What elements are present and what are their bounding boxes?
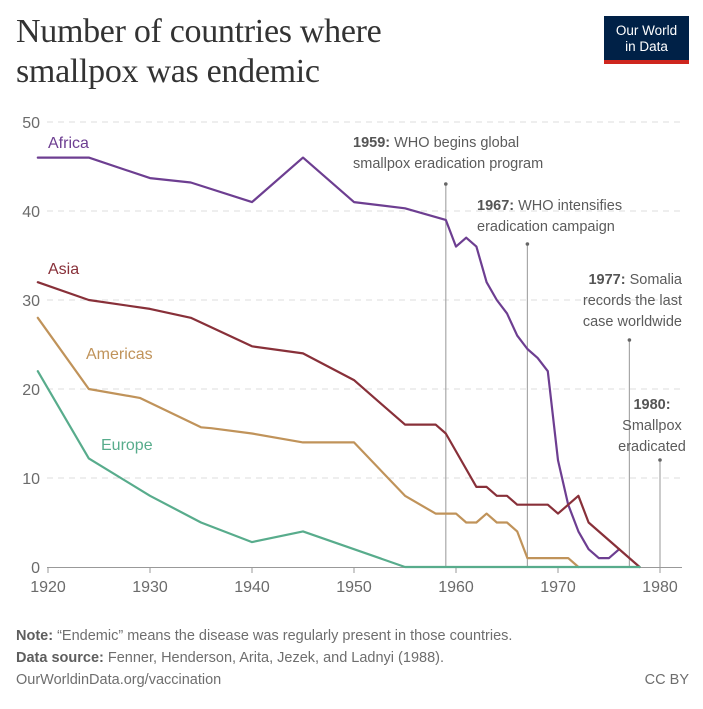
footer-source: Data source: Fenner, Henderson, Arita, J…	[16, 648, 688, 669]
y-axis: 0 10 20 30 40 50	[22, 115, 40, 577]
annotation-year: 1977:	[588, 272, 625, 288]
chart-title-line2: smallpox was endemic	[16, 53, 320, 90]
source-label: Data source:	[16, 650, 104, 666]
x-tick-label: 1950	[336, 579, 372, 596]
annotation-dot-1977	[627, 338, 632, 342]
x-tick-label: 1920	[30, 579, 66, 596]
footer-url-link[interactable]: OurWorldinData.org/vaccination	[16, 672, 222, 688]
annotation-line-text: smallpox eradication program	[353, 156, 543, 172]
annotation-line-text: WHO begins global	[390, 135, 519, 151]
annotation-line-text: eradicated	[618, 439, 686, 455]
y-tick-label: 10	[22, 471, 40, 488]
series-labels: Africa Asia Americas Europe	[48, 135, 153, 454]
annotation-text-1967: 1967: WHO intensifies eradication campaig…	[477, 198, 622, 235]
x-tick-label: 1980	[642, 579, 678, 596]
y-tick-label: 0	[31, 560, 40, 577]
annotation-line-text: records the last	[583, 293, 682, 309]
chart-title-line1: Number of countries where	[16, 13, 382, 50]
annotation-line-text: Somalia	[626, 272, 683, 288]
annotation-text-1977: 1977: Somalia records the last case worldw…	[583, 272, 683, 330]
note-label: Note:	[16, 628, 54, 644]
chart-title: Number of countries where smallpox was e…	[16, 12, 576, 92]
x-tick-label: 1940	[234, 579, 270, 596]
grid-lines	[47, 121, 682, 479]
note-text: “Endemic” means the disease was regularl…	[53, 628, 513, 644]
annotation-dot-1980	[658, 458, 662, 462]
x-tick-label: 1930	[132, 579, 168, 596]
footer-note: Note: “Endemic” means the disease was re…	[16, 626, 688, 647]
annotation-line-text: Smallpox	[622, 418, 682, 434]
series-line-americas	[36, 316, 580, 569]
series-lines	[36, 156, 641, 569]
annotation-year: 1967:	[477, 198, 514, 214]
license-link[interactable]: CC BY	[644, 672, 689, 688]
x-tick-label: 1970	[540, 579, 576, 596]
y-tick-label: 20	[22, 382, 40, 399]
annotation-line-text: WHO intensifies	[514, 198, 622, 214]
series-label-americas: Americas	[86, 346, 153, 363]
annotation-dot-1967	[525, 242, 530, 246]
series-line-asia	[36, 281, 641, 569]
annotation-year: 1980:	[633, 397, 670, 413]
y-tick-label: 40	[22, 204, 40, 221]
x-tick-label: 1960	[438, 579, 474, 596]
series-label-europe: Europe	[101, 437, 153, 454]
series-label-asia: Asia	[48, 261, 79, 278]
annotation-line-text: eradication campaign	[477, 219, 615, 235]
annotation-line-text: case worldwide	[583, 314, 682, 330]
y-tick-label: 30	[22, 293, 40, 310]
source-text: Fenner, Henderson, Arita, Jezek, and Lad…	[103, 650, 444, 666]
series-label-africa: Africa	[48, 135, 89, 152]
logo-line2: in Data	[625, 39, 668, 54]
annotations: 1959: WHO begins global smallpox eradicat…	[353, 135, 686, 567]
annotation-year: 1959:	[353, 135, 390, 151]
annotation-dot-1959	[444, 182, 448, 186]
owid-logo[interactable]: Our World in Data	[604, 16, 689, 64]
logo-line1: Our World	[615, 23, 678, 38]
x-axis: 1920 1930 1940 1950 1960 1970 1980	[30, 567, 682, 596]
series-line-africa	[36, 156, 621, 560]
series-line-europe	[36, 370, 641, 569]
y-tick-label: 50	[22, 115, 40, 132]
line-chart: 0 10 20 30 40 50 1920 1930 1940 1950 1960 1970 1980…	[22, 115, 686, 596]
annotation-text-1980: 1980: Smallpox eradicated	[618, 397, 686, 455]
annotation-text-1959: 1959: WHO begins global smallpox eradicat…	[353, 135, 543, 172]
